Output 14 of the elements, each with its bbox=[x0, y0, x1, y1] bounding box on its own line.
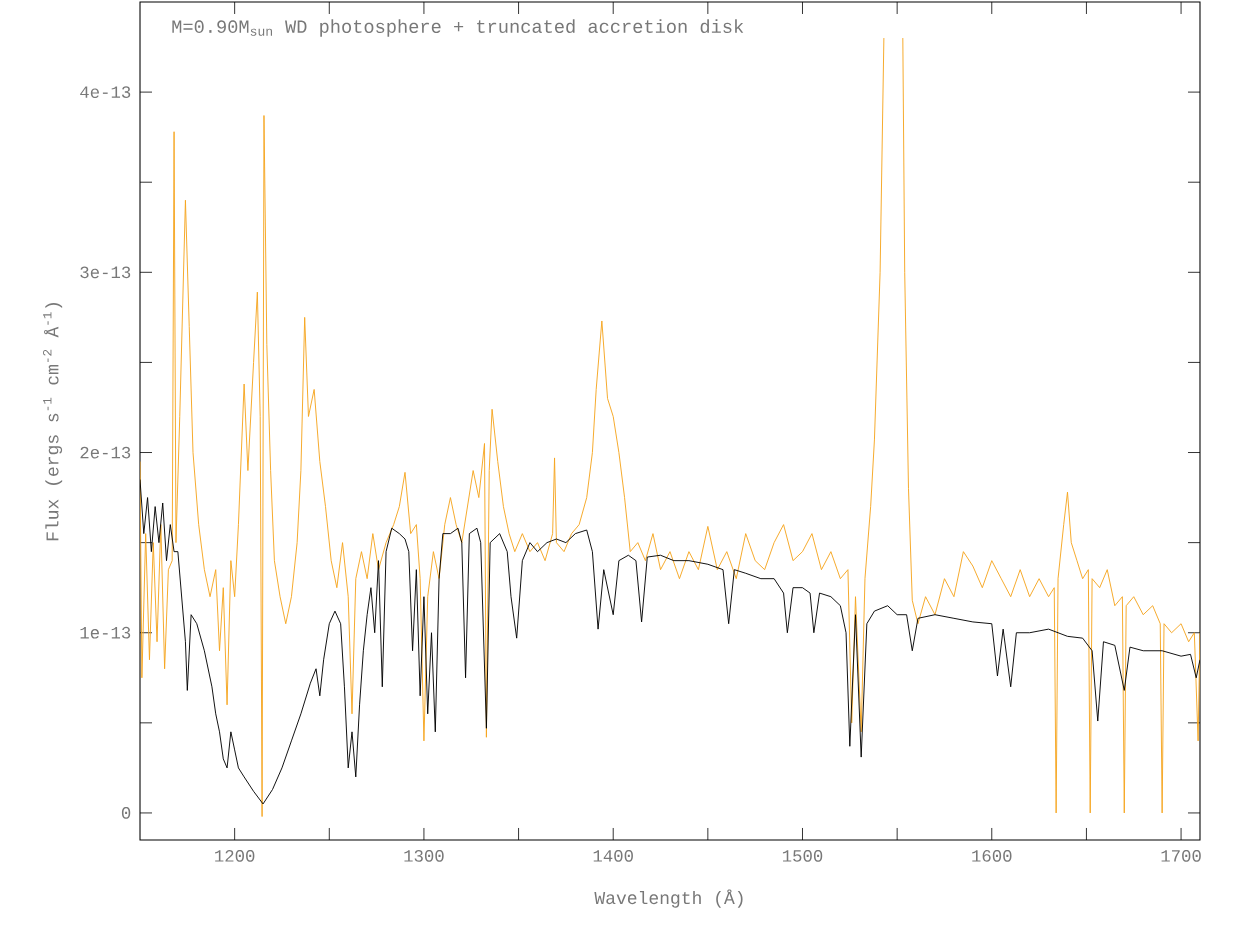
x-tick-label: 1700 bbox=[1161, 850, 1201, 862]
y-tick-label: 0 bbox=[121, 807, 131, 819]
x-tick-label: 1500 bbox=[782, 850, 823, 862]
y-tick-label: 3e-13 bbox=[80, 266, 131, 279]
x-tick-label: 1400 bbox=[593, 850, 633, 862]
text: M=0.90M$_{sun}$ WD photosphere + truncated accretion disk bbox=[172, 19, 744, 37]
x-axis-title: Wavelength (Å) bbox=[594, 889, 743, 908]
x-tick-label: 1600 bbox=[972, 850, 1012, 862]
x-tick-label: 1200 bbox=[215, 850, 255, 862]
y-tick-label: 2e-13 bbox=[80, 446, 131, 459]
x-tick-label: 1300 bbox=[404, 850, 444, 862]
y-tick-label: 4e-13 bbox=[80, 86, 131, 98]
y-axis-title: Flux (ergs s$^{-1}$ cm$^{-2}$ Å$^{-1}$) bbox=[43, 303, 63, 541]
y-tick-label: 1e-13 bbox=[80, 626, 131, 639]
